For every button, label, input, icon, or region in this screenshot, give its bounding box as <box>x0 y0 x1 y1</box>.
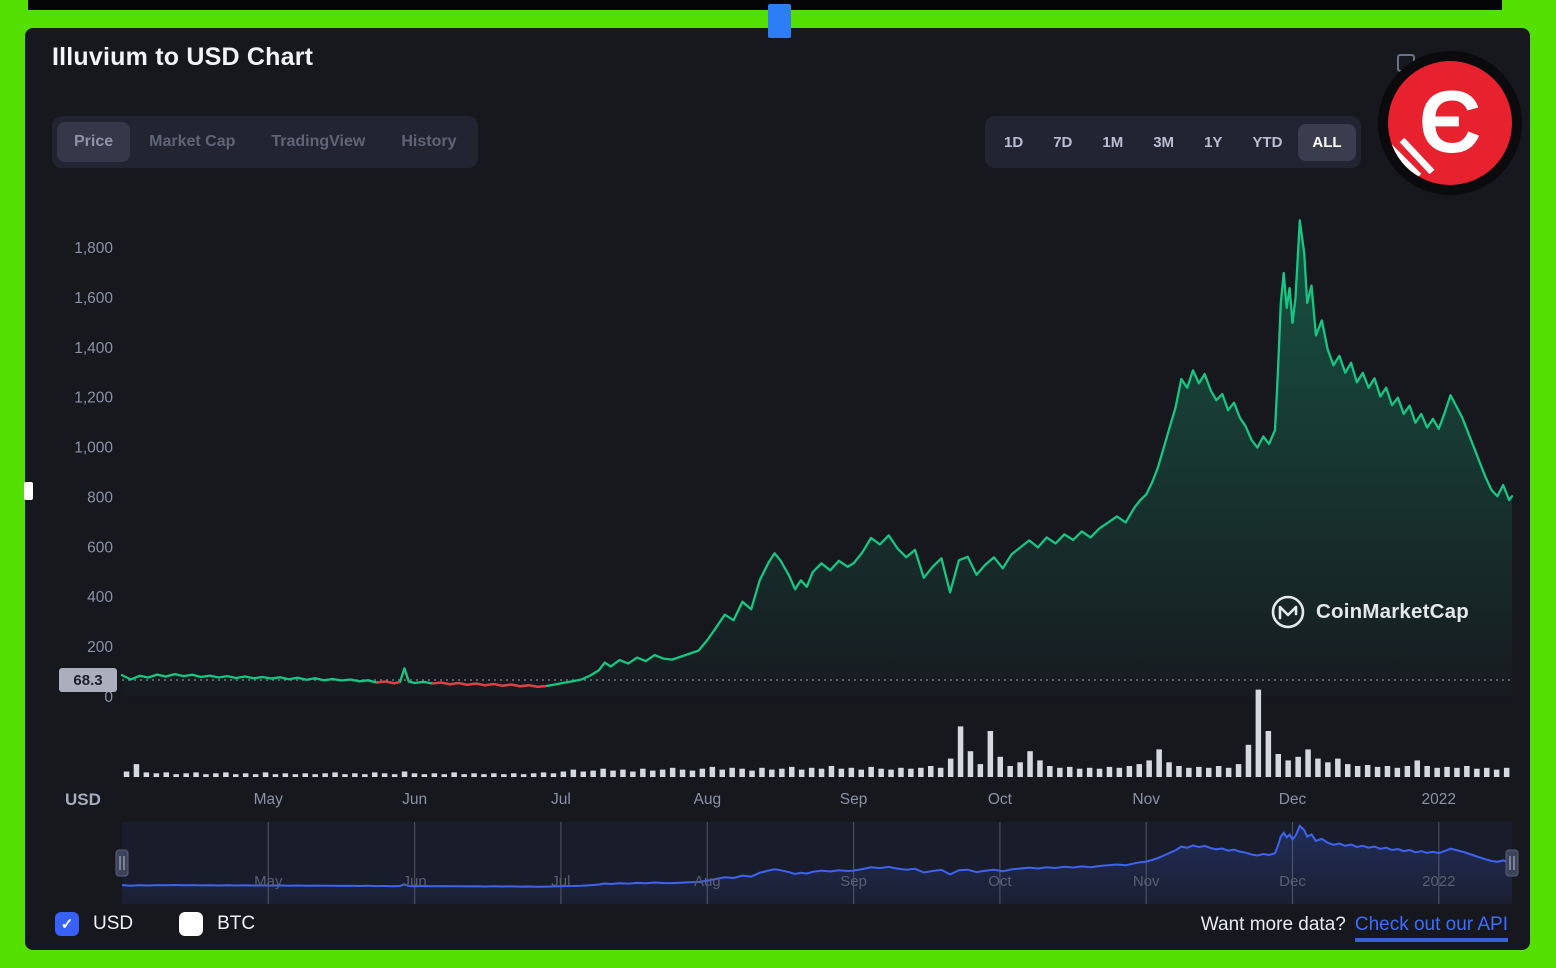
navigator-line <box>121 824 1513 888</box>
navigator-area <box>122 825 1512 904</box>
site-logo-overlay: Є <box>1375 48 1525 198</box>
crosshair-price-label: 68.3 <box>73 672 102 689</box>
btc-checkbox-group[interactable]: BTC <box>179 912 255 936</box>
y-tick-label: 800 <box>87 490 113 507</box>
range-7d[interactable]: 7D <box>1039 124 1086 161</box>
navigator-tick-label: Dec <box>1279 873 1306 890</box>
api-promo: Want more data? Check out our API <box>1201 914 1508 942</box>
axis-unit-label: USD <box>65 790 101 809</box>
y-tick-label: 1,800 <box>74 240 113 257</box>
range-3m[interactable]: 3M <box>1139 124 1188 161</box>
crosshair-price-tag <box>59 668 117 692</box>
x-tick-label: Jul <box>551 791 571 808</box>
x-tick-label: Oct <box>988 791 1013 808</box>
navigator-tick-label: Nov <box>1133 873 1160 890</box>
usd-checkbox[interactable]: ✓ <box>55 912 79 936</box>
coinmarketcap-watermark: CoinMarketCap <box>1270 594 1469 630</box>
x-tick-label: 2022 <box>1422 791 1456 808</box>
range-1m[interactable]: 1M <box>1088 124 1137 161</box>
y-tick-label: 1,200 <box>74 390 113 407</box>
range-all[interactable]: ALL <box>1298 123 1356 161</box>
x-tick-label: Aug <box>694 791 722 808</box>
currency-toggles: ✓ USD BTC <box>55 912 255 936</box>
page-title: Illuvium to USD Chart <box>52 43 314 71</box>
navigator-tick-label: Oct <box>988 873 1012 890</box>
x-tick-label: Nov <box>1132 791 1160 808</box>
navigator-tick-label: Jun <box>403 873 427 890</box>
y-tick-label: 1,600 <box>74 290 113 307</box>
cursor-tick-artifact <box>24 482 33 500</box>
y-tick-label: 1,400 <box>74 340 113 357</box>
range-1y[interactable]: 1Y <box>1190 124 1236 161</box>
btc-checkbox[interactable] <box>179 912 204 936</box>
y-tick-label: 600 <box>87 539 113 556</box>
api-promo-text: Want more data? <box>1200 914 1346 935</box>
time-range-selector: 1D 7D 1M 3M 1Y YTD ALL <box>985 116 1361 168</box>
price-line-red-segment <box>376 680 401 685</box>
btc-checkbox-label: BTC <box>217 913 256 934</box>
navigator-tick-label: May <box>254 873 283 890</box>
price-area-fill <box>122 220 1512 697</box>
x-axis-labels: May Jun Jul Aug Sep Oct Nov Dec 2022 <box>254 791 1456 808</box>
y-tick-label: 0 <box>104 689 113 706</box>
usd-checkbox-label: USD <box>93 913 134 934</box>
tab-price[interactable]: Price <box>57 122 131 162</box>
navigator-handle-right[interactable] <box>1505 849 1519 877</box>
api-link[interactable]: Check out our API <box>1354 914 1508 942</box>
usd-checkbox-group[interactable]: ✓ USD <box>55 912 133 936</box>
y-tick-label: 200 <box>87 639 113 656</box>
range-1d[interactable]: 1D <box>990 124 1037 161</box>
navigator-tick-label: Sep <box>840 873 867 890</box>
top-strip-artifact <box>28 0 1502 10</box>
x-tick-label: May <box>254 791 284 808</box>
tab-history[interactable]: History <box>384 122 473 162</box>
y-axis-labels: 1,800 1,600 1,400 1,200 1,000 800 600 400 200 0 <box>74 240 113 706</box>
x-tick-label: Jun <box>402 791 427 808</box>
x-tick-label: Sep <box>840 791 868 808</box>
navigator-tick-label: 2022 <box>1422 873 1455 890</box>
navigator-handle-left[interactable] <box>115 849 129 877</box>
chart-panel: 1,800 1,600 1,400 1,200 1,000 800 600 400 200 0 68… <box>25 28 1530 950</box>
y-tick-label: 1,000 <box>74 440 113 457</box>
navigator-tick-label: Aug <box>694 873 721 890</box>
coinmarketcap-logo-icon <box>1271 595 1305 629</box>
price-line-red-segment <box>432 681 547 688</box>
x-tick-label: Dec <box>1279 791 1307 808</box>
price-chart-svg[interactable]: 1,800 1,600 1,400 1,200 1,000 800 600 400 200 068… <box>25 28 1530 950</box>
range-ytd[interactable]: YTD <box>1238 124 1296 161</box>
tab-tradingview[interactable]: TradingView <box>254 122 382 162</box>
volume-bars <box>123 689 1510 777</box>
navigator-tick-label: Jul <box>551 873 570 890</box>
logo-letter: Є <box>1419 72 1482 171</box>
chart-type-tabs: Price Market Cap TradingView History <box>52 116 479 168</box>
blue-cursor-artifact <box>768 4 791 38</box>
y-tick-label: 400 <box>87 589 113 606</box>
tab-market-cap[interactable]: Market Cap <box>132 122 252 162</box>
watermark-label: CoinMarketCap <box>1316 600 1469 623</box>
